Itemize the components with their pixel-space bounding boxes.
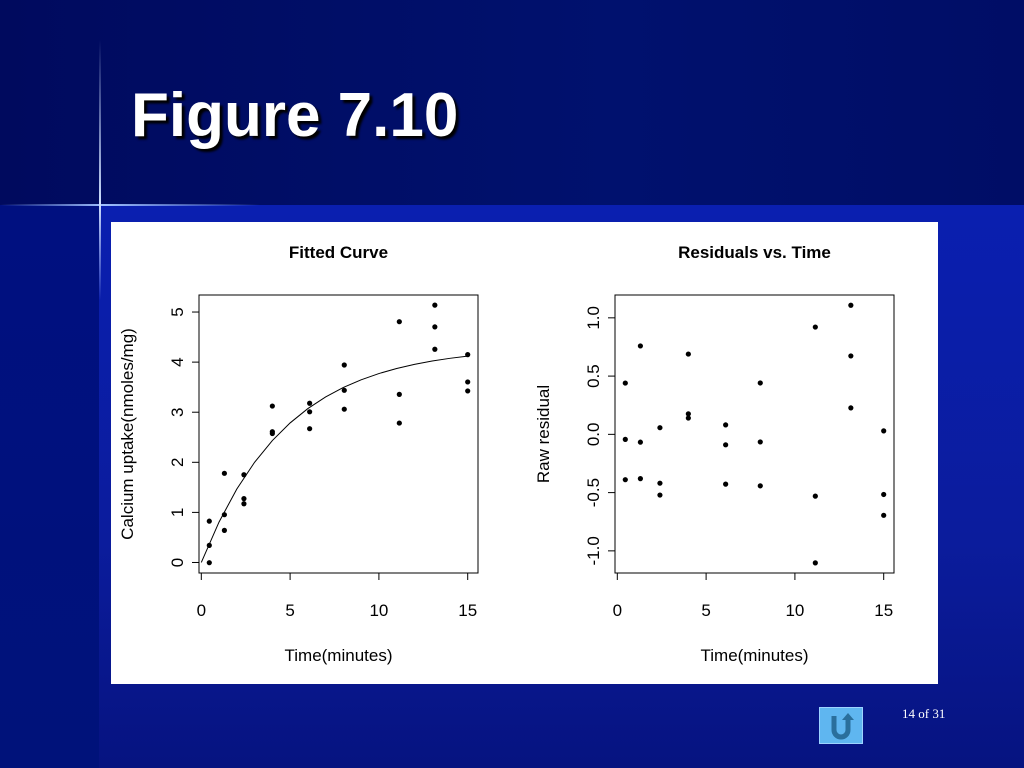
plot-frame: [614, 294, 895, 574]
data-point: [723, 422, 729, 428]
data-point: [396, 319, 402, 325]
data-point: [685, 351, 691, 357]
data-point: [432, 302, 438, 308]
data-point: [685, 415, 691, 421]
data-point: [657, 492, 663, 498]
return-button[interactable]: [819, 707, 863, 744]
return-icon: [831, 716, 851, 740]
data-point: [757, 380, 763, 386]
x-tick-label: 15: [458, 601, 477, 620]
x-tick-label: 5: [701, 601, 710, 620]
y-axis-title: Calcium uptake(nmoles/mg): [118, 328, 137, 540]
data-point: [432, 324, 438, 330]
data-point: [432, 346, 438, 352]
data-point: [657, 425, 663, 431]
data-point: [269, 430, 275, 437]
data-point: [848, 353, 854, 359]
data-point: [757, 483, 763, 489]
y-tick-label: -1.0: [584, 536, 603, 565]
chart-panel: Fitted Curve Time(minutes) Calcium uptake(…: [111, 222, 938, 684]
y-tick-label: 4: [168, 357, 187, 366]
data-point: [723, 442, 729, 448]
page-number: 14 of 31: [902, 706, 946, 721]
y-tick-label: 5: [168, 307, 187, 316]
data-point: [637, 476, 643, 482]
data-point: [723, 481, 729, 487]
data-point: [465, 388, 471, 394]
slide-title: Figure 7.10: [131, 81, 459, 150]
data-point: [881, 428, 887, 434]
data-point: [622, 436, 628, 442]
data-point: [221, 527, 227, 533]
sparkle: [99, 40, 101, 300]
y-tick-label: 3: [168, 407, 187, 416]
data-point: [465, 379, 471, 385]
data-point: [812, 324, 818, 330]
data-point: [206, 560, 212, 566]
y-axis-title: Raw residual: [534, 385, 553, 483]
data-point: [812, 493, 818, 499]
data-point: [881, 512, 887, 518]
data-point: [465, 352, 471, 358]
data-point: [848, 405, 854, 411]
data-point: [206, 518, 212, 524]
data-point: [206, 542, 212, 548]
y-tick-label: 0: [168, 558, 187, 567]
data-point: [307, 400, 313, 406]
data-point: [812, 560, 818, 566]
x-tick-label: 10: [785, 601, 804, 620]
top-band: [0, 0, 1024, 205]
data-point: [341, 387, 347, 393]
data-point: [657, 480, 663, 486]
data-point: [685, 411, 691, 417]
x-tick-label: 0: [613, 601, 622, 620]
chart-title: Residuals vs. Time: [678, 243, 831, 262]
x-axis-title: Time(minutes): [285, 646, 393, 665]
data-point: [241, 501, 247, 507]
y-tick-label: 1.0: [584, 306, 603, 330]
left-band: [0, 205, 99, 768]
x-axis-title: Time(minutes): [701, 646, 809, 665]
data-point: [881, 491, 887, 498]
x-tick-label: 5: [285, 601, 294, 620]
data-point: [637, 343, 643, 349]
data-point: [396, 391, 402, 397]
sparkle: [0, 204, 260, 206]
y-tick-label: 0.0: [584, 423, 603, 447]
fitted-curve: [200, 355, 468, 563]
data-point: [307, 409, 313, 415]
y-tick-label: -0.5: [584, 478, 603, 507]
data-point: [341, 406, 347, 412]
data-point: [622, 380, 628, 386]
y-tick-label: 1: [168, 508, 187, 517]
data-point: [241, 472, 247, 478]
data-point: [396, 420, 402, 426]
plot-frame: [198, 294, 479, 574]
y-tick-label: 2: [168, 458, 187, 467]
data-point: [622, 477, 628, 483]
data-point: [269, 403, 275, 409]
y-tick-label: 0.5: [584, 364, 603, 388]
data-point: [341, 362, 347, 368]
x-tick-label: 10: [369, 601, 388, 620]
data-point: [307, 426, 313, 432]
data-point: [637, 439, 643, 445]
x-tick-label: 0: [197, 601, 206, 620]
data-point: [757, 439, 763, 445]
data-point: [848, 302, 854, 308]
data-point: [241, 496, 247, 502]
x-tick-label: 15: [874, 601, 893, 620]
chart-title: Fitted Curve: [289, 243, 388, 262]
data-point: [221, 470, 227, 476]
data-point: [221, 512, 227, 518]
return-icon: [842, 713, 854, 720]
